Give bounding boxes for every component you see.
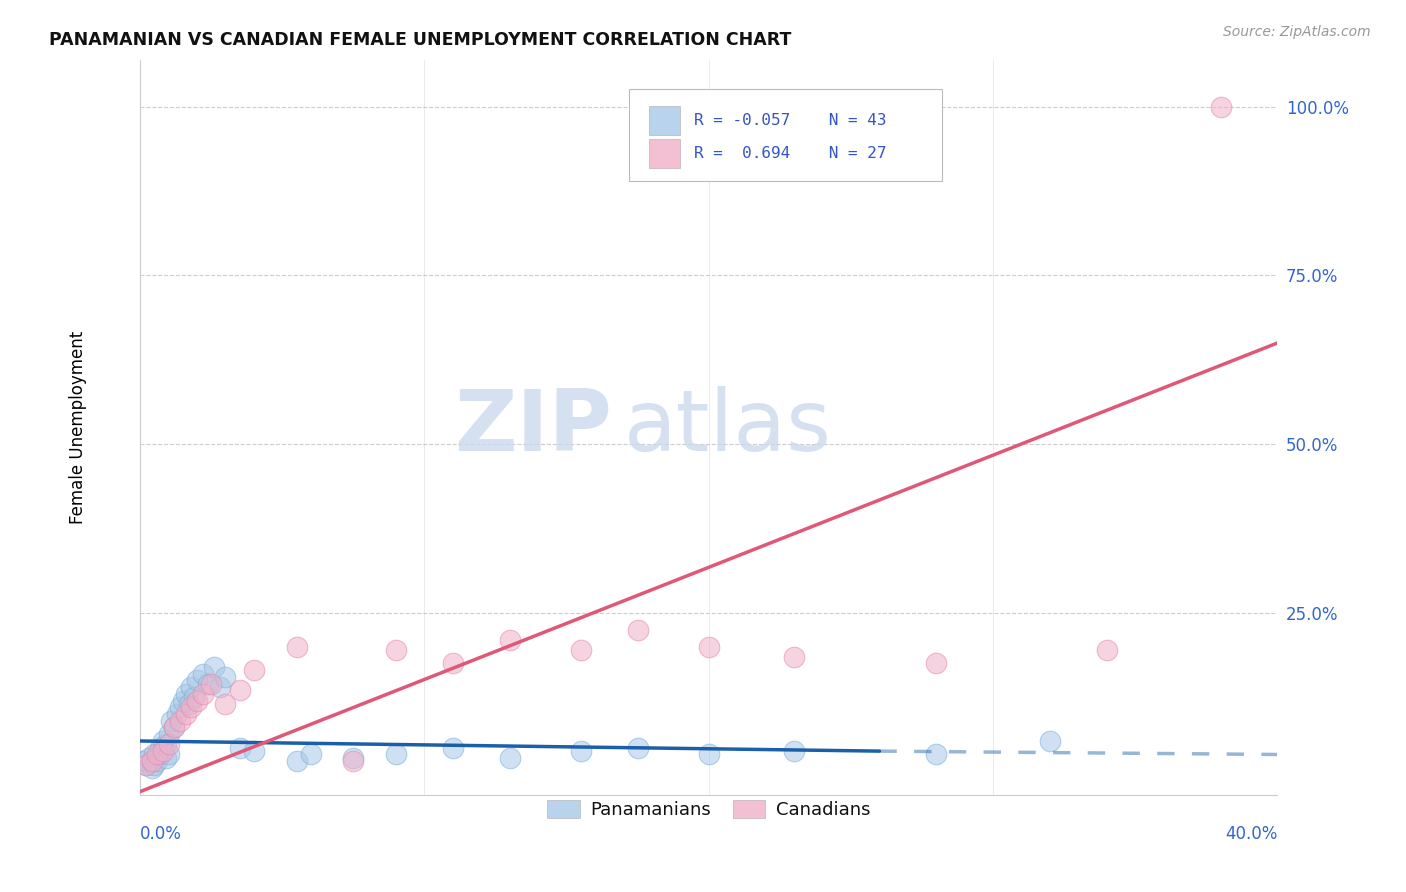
Point [146, 754, 169, 768]
Text: ZIP: ZIP [454, 385, 612, 469]
Point [152, 744, 174, 758]
FancyBboxPatch shape [630, 89, 942, 181]
Point [174, 687, 197, 701]
Point [243, 663, 266, 677]
Point [180, 680, 202, 694]
Text: 0.0%: 0.0% [141, 825, 181, 843]
Point [166, 706, 188, 721]
Point [157, 747, 180, 762]
Legend: Panamanians, Canadians: Panamanians, Canadians [540, 793, 877, 826]
Point [169, 700, 191, 714]
Point [569, 643, 592, 657]
Point [342, 751, 364, 765]
Point [155, 737, 177, 751]
Point [180, 700, 202, 714]
Point [143, 747, 166, 762]
Point [243, 744, 266, 758]
Point [149, 747, 172, 762]
Text: PANAMANIAN VS CANADIAN FEMALE UNEMPLOYMENT CORRELATION CHART: PANAMANIAN VS CANADIAN FEMALE UNEMPLOYME… [49, 31, 792, 49]
Point [214, 697, 236, 711]
Point [925, 747, 948, 762]
Point [152, 734, 174, 748]
Point [135, 757, 157, 772]
Point [214, 670, 236, 684]
Point [385, 747, 408, 762]
Point [299, 747, 322, 762]
Point [169, 714, 191, 728]
Text: 40.0%: 40.0% [1225, 825, 1278, 843]
Point [186, 693, 208, 707]
Point [783, 649, 806, 664]
Point [186, 673, 208, 688]
FancyBboxPatch shape [648, 106, 681, 136]
Point [441, 657, 464, 671]
Point [385, 643, 408, 657]
Point [285, 754, 308, 768]
Point [177, 697, 200, 711]
Point [627, 623, 650, 637]
Point [191, 687, 214, 701]
Point [146, 747, 169, 762]
Point [160, 714, 183, 728]
Point [285, 640, 308, 654]
Point [569, 744, 592, 758]
Point [157, 727, 180, 741]
Point [499, 632, 522, 647]
Point [149, 740, 172, 755]
Point [1039, 734, 1062, 748]
Text: Female Unemployment: Female Unemployment [69, 331, 87, 524]
Point [143, 757, 166, 772]
Point [202, 660, 225, 674]
Point [783, 744, 806, 758]
Point [141, 761, 163, 775]
Point [163, 721, 186, 735]
Point [163, 721, 186, 735]
Point [132, 754, 155, 768]
Point [174, 706, 197, 721]
Point [342, 754, 364, 768]
Point [135, 757, 157, 772]
Point [157, 737, 180, 751]
Point [925, 657, 948, 671]
Point [228, 683, 250, 698]
FancyBboxPatch shape [648, 139, 681, 169]
Point [697, 747, 720, 762]
Point [441, 740, 464, 755]
Point [1095, 643, 1118, 657]
Text: Source: ZipAtlas.com: Source: ZipAtlas.com [1223, 25, 1371, 39]
Point [228, 740, 250, 755]
Point [191, 666, 214, 681]
Text: R = -0.057    N = 43: R = -0.057 N = 43 [695, 113, 887, 128]
Point [697, 640, 720, 654]
Point [141, 754, 163, 768]
Point [627, 740, 650, 755]
Point [1209, 100, 1232, 114]
Point [197, 676, 219, 690]
Text: R =  0.694    N = 27: R = 0.694 N = 27 [695, 146, 887, 161]
Point [499, 751, 522, 765]
Point [208, 680, 231, 694]
Point [172, 693, 194, 707]
Point [138, 751, 160, 765]
Point [155, 751, 177, 765]
Text: atlas: atlas [623, 385, 831, 469]
Point [200, 676, 222, 690]
Point [183, 690, 205, 705]
